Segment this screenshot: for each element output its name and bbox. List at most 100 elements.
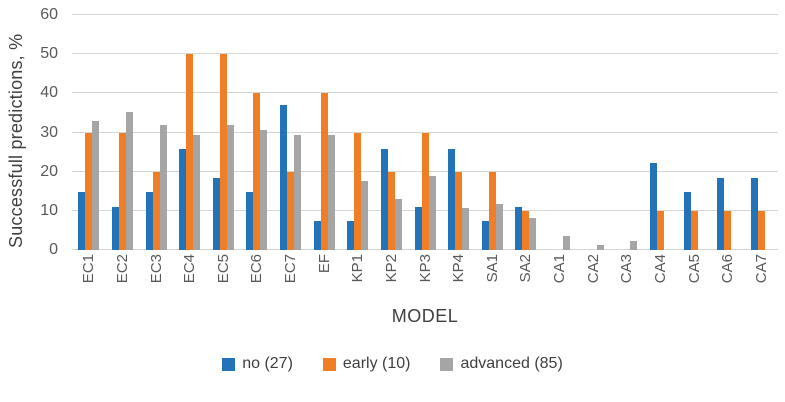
bar-group [644, 15, 678, 250]
x-category-label: EC1 [80, 254, 98, 284]
bar [380, 148, 388, 250]
bar [462, 208, 470, 250]
bar [152, 171, 160, 250]
x-category-label: SA2 [517, 254, 535, 283]
x-axis-category-labels: EC1 EC2 EC3 EC4 EC5 EC6 EC7 EF KP1 KP2 KP3 KP4 SA1 SA… [72, 254, 778, 306]
bar [529, 217, 537, 250]
bar-group [72, 15, 106, 250]
x-category-label: CA1 [551, 254, 569, 284]
y-tick-label: 60 [40, 6, 58, 23]
y-tick-label: 30 [40, 123, 58, 141]
x-category-cell: CA2 [576, 254, 610, 306]
bar [294, 134, 302, 250]
bar [212, 177, 220, 250]
bar [327, 134, 335, 250]
y-axis-tick-labels: 0 10 20 30 40 50 60 [0, 0, 64, 402]
gridline [72, 14, 778, 15]
bar [481, 221, 489, 250]
x-category-label: KP3 [416, 254, 434, 283]
bar [683, 192, 691, 250]
bar-group [476, 15, 510, 250]
x-category-label: CA5 [685, 254, 703, 284]
bar [596, 245, 604, 250]
x-category-label: EC4 [181, 254, 199, 284]
bar-group [711, 15, 745, 250]
x-category-cell: EC1 [72, 254, 106, 306]
legend-swatch [322, 357, 336, 371]
bar [656, 210, 664, 250]
x-category-cell: EC4 [173, 254, 207, 306]
bar [347, 221, 355, 250]
bar [421, 132, 429, 250]
bar [118, 132, 126, 250]
y-tick-label: 40 [40, 84, 58, 102]
x-axis-title: MODEL [391, 306, 459, 326]
x-category-cell: EC5 [207, 254, 241, 306]
x-category-label: CA4 [651, 254, 669, 284]
x-category-label: EC3 [147, 254, 165, 284]
x-category-cell: CA1 [543, 254, 577, 306]
bar [488, 171, 496, 250]
legend-item: no (27) [222, 355, 293, 373]
bar-group [307, 15, 341, 250]
legend-swatch [440, 357, 454, 371]
bar [361, 181, 369, 250]
bar-group [106, 15, 140, 250]
bar [563, 236, 571, 250]
bar [145, 192, 153, 250]
bar [219, 54, 227, 250]
x-category-cell: CA3 [610, 254, 644, 306]
bar [92, 121, 100, 250]
bar [260, 130, 268, 250]
bar [757, 210, 765, 250]
bar [111, 206, 119, 250]
x-category-cell: CA5 [677, 254, 711, 306]
x-category-cell: EC2 [106, 254, 140, 306]
x-category-label: CA6 [719, 254, 737, 284]
bar-group [173, 15, 207, 250]
bar [246, 192, 254, 250]
legend-label: advanced (85) [460, 355, 563, 372]
bar-group [341, 15, 375, 250]
x-category-cell: CA6 [711, 254, 745, 306]
bar-group [543, 15, 577, 250]
x-category-cell: EF [307, 254, 341, 306]
x-category-label: KP2 [382, 254, 400, 283]
bar [78, 192, 86, 250]
bar-group [745, 15, 779, 250]
x-category-label: CA7 [752, 254, 770, 284]
bar [320, 93, 328, 250]
plot-area [72, 14, 779, 250]
bar [193, 134, 201, 250]
bar [394, 199, 402, 250]
bar [226, 125, 234, 250]
bar [280, 105, 288, 250]
bar [690, 210, 698, 250]
x-category-label: KP4 [450, 254, 468, 283]
x-category-label: SA1 [483, 254, 501, 283]
x-category-cell: KP1 [341, 254, 375, 306]
bar-group [677, 15, 711, 250]
x-category-cell: CA4 [644, 254, 678, 306]
bar [186, 54, 194, 250]
bar [724, 210, 732, 250]
bar-group [442, 15, 476, 250]
bar [179, 148, 187, 250]
x-category-label: EC7 [282, 254, 300, 284]
y-tick-label: 20 [40, 162, 58, 180]
bar [750, 177, 758, 250]
x-category-label: CA3 [618, 254, 636, 284]
x-category-label: EC6 [248, 254, 266, 284]
legend-swatch [222, 357, 236, 371]
x-category-label: KP1 [349, 254, 367, 283]
x-category-cell: SA1 [476, 254, 510, 306]
bar [387, 171, 395, 250]
legend: no (27) early (10) advanced (85) [0, 355, 785, 373]
y-tick-label: 0 [49, 241, 58, 258]
x-category-label: EC5 [214, 254, 232, 284]
x-category-cell: SA2 [509, 254, 543, 306]
bar-group [207, 15, 241, 250]
bar-group [408, 15, 442, 250]
legend-item: advanced (85) [440, 355, 563, 373]
bar [522, 210, 530, 250]
